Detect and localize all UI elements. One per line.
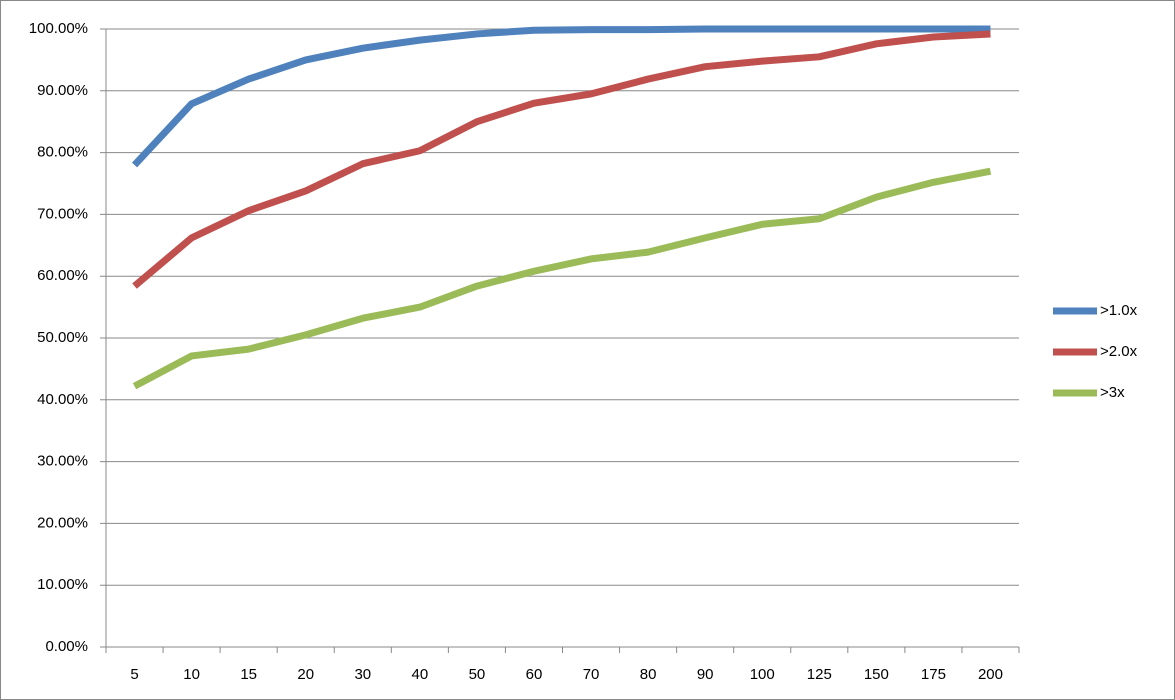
x-tick-label: 125 [807,666,832,683]
legend-label: >3x [1100,384,1125,401]
x-tick-label: 10 [183,666,200,683]
y-tick-label: 50.00% [37,329,88,346]
y-tick-label: 0.00% [45,638,88,655]
x-tick-label: 5 [130,666,138,683]
y-tick-label: 10.00% [37,576,88,593]
x-tick-label: 50 [469,666,486,683]
y-tick-label: 40.00% [37,391,88,408]
x-tick-label: 20 [297,666,314,683]
x-tick-label: 30 [354,666,371,683]
y-tick-label: 70.00% [37,205,88,222]
y-tick-label: 60.00% [37,267,88,284]
y-tick-label: 100.00% [29,20,88,37]
x-tick-label: 80 [640,666,657,683]
y-tick-label: 20.00% [37,514,88,531]
y-tick-label: 90.00% [37,82,88,99]
x-tick-label: 15 [240,666,257,683]
y-tick-label: 80.00% [37,144,88,161]
series-line [132,167,992,390]
x-tick-label: 70 [583,666,600,683]
x-tick-label: 150 [864,666,889,683]
legend-label: >2.0x [1100,343,1138,360]
y-tick-label: 30.00% [37,453,88,470]
x-tick-label: 40 [412,666,429,683]
x-tick-label: 200 [978,666,1003,683]
series-line [131,25,991,168]
legend-label: >1.0x [1100,302,1138,319]
x-tick-label: 90 [697,666,714,683]
x-tick-label: 175 [921,666,946,683]
x-tick-label: 100 [750,666,775,683]
x-tick-label: 60 [526,666,543,683]
series-line [132,30,991,289]
